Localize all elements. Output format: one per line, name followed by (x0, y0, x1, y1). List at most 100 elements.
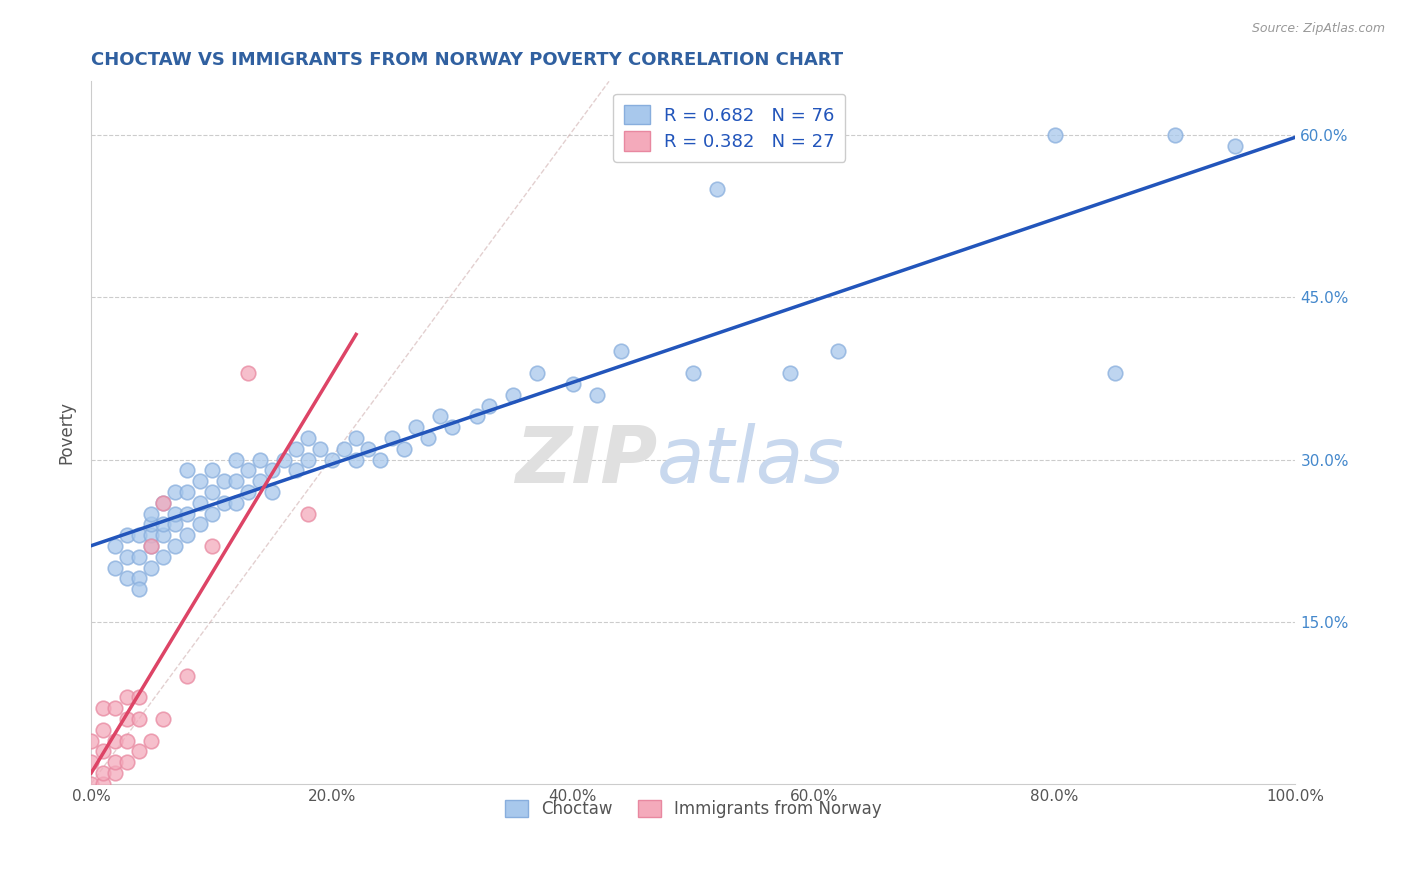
Point (176, 485, 198, 500)
Point (357, 442, 380, 456)
Text: atlas: atlas (657, 423, 845, 499)
Point (236, 485, 259, 500)
Point (80, 733, 103, 747)
Point (117, 528, 139, 542)
Point (344, 431, 367, 445)
Point (827, 344, 849, 359)
Point (405, 420, 427, 434)
Point (502, 388, 524, 402)
Point (394, 442, 416, 456)
Point (260, 485, 283, 500)
Point (165, 539, 187, 553)
Point (225, 496, 247, 510)
Point (152, 712, 174, 726)
Point (429, 409, 451, 424)
Point (297, 507, 319, 521)
Point (141, 517, 163, 532)
Point (225, 474, 247, 488)
Point (80, 755, 103, 769)
Y-axis label: Poverty: Poverty (58, 401, 75, 464)
Point (249, 452, 271, 467)
Point (188, 517, 211, 532)
Text: CHOCTAW VS IMMIGRANTS FROM NORWAY POVERTY CORRELATION CHART: CHOCTAW VS IMMIGRANTS FROM NORWAY POVERT… (91, 51, 844, 69)
Point (188, 496, 211, 510)
Point (260, 463, 283, 477)
Point (104, 701, 127, 715)
Point (104, 733, 127, 747)
Point (165, 507, 187, 521)
Point (117, 733, 139, 747)
Point (561, 376, 583, 391)
Point (200, 507, 222, 521)
Point (200, 539, 222, 553)
Point (249, 474, 271, 488)
Point (333, 442, 356, 456)
Point (477, 399, 499, 413)
Point (128, 571, 150, 585)
Legend: Choctaw, Immigrants from Norway: Choctaw, Immigrants from Norway (498, 793, 889, 824)
Point (344, 452, 367, 467)
Point (526, 366, 548, 380)
Text: ZIP: ZIP (515, 423, 657, 499)
Point (309, 442, 332, 456)
Point (91, 777, 114, 791)
Point (1164, 128, 1187, 143)
Point (200, 463, 222, 477)
Text: Source: ZipAtlas.com: Source: ZipAtlas.com (1251, 22, 1385, 36)
Point (418, 431, 440, 445)
Point (128, 744, 150, 758)
Point (91, 723, 114, 737)
Point (152, 496, 174, 510)
Point (236, 366, 259, 380)
Point (141, 507, 163, 521)
Point (128, 690, 150, 705)
Point (381, 431, 404, 445)
Point (225, 452, 247, 467)
Point (141, 560, 163, 574)
Point (91, 701, 114, 715)
Point (610, 344, 633, 359)
Point (368, 452, 391, 467)
Point (176, 463, 198, 477)
Point (165, 517, 187, 532)
Point (188, 474, 211, 488)
Point (152, 496, 174, 510)
Point (104, 560, 127, 574)
Point (1043, 128, 1066, 143)
Point (212, 474, 235, 488)
Point (117, 755, 139, 769)
Point (152, 528, 174, 542)
Point (165, 485, 187, 500)
Point (200, 485, 222, 500)
Point (104, 755, 127, 769)
Point (128, 528, 150, 542)
Point (117, 549, 139, 564)
Point (104, 539, 127, 553)
Point (176, 507, 198, 521)
Point (141, 528, 163, 542)
Point (141, 539, 163, 553)
Point (152, 517, 174, 532)
Point (273, 452, 295, 467)
Point (152, 549, 174, 564)
Point (297, 431, 319, 445)
Point (91, 744, 114, 758)
Point (1225, 139, 1247, 153)
Point (128, 549, 150, 564)
Point (91, 766, 114, 780)
Point (117, 571, 139, 585)
Point (297, 452, 319, 467)
Point (465, 409, 488, 424)
Point (176, 528, 198, 542)
Point (117, 712, 139, 726)
Point (117, 690, 139, 705)
Point (104, 766, 127, 780)
Point (1104, 366, 1126, 380)
Point (128, 582, 150, 597)
Point (779, 366, 801, 380)
Point (176, 668, 198, 682)
Point (441, 420, 464, 434)
Point (80, 777, 103, 791)
Point (284, 442, 307, 456)
Point (128, 712, 150, 726)
